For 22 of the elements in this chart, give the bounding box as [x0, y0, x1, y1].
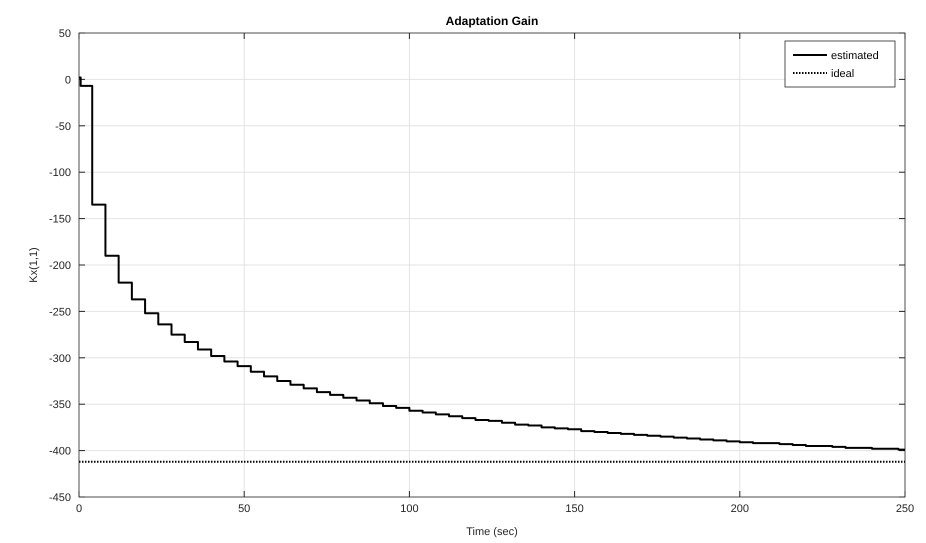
y-tick-label: 50 [58, 28, 71, 40]
y-tick-label: -300 [48, 352, 71, 365]
x-tick-label: 50 [238, 503, 250, 515]
y-tick-label: -450 [48, 492, 71, 504]
x-tick-label: 200 [730, 503, 749, 515]
y-tick-label: -50 [55, 120, 71, 133]
y-axis-title: Kx(1,1) [28, 247, 40, 283]
legend-label: ideal [831, 68, 854, 80]
chart-title: Adaptation Gain [446, 14, 538, 28]
x-axis-title: Time (sec) [466, 526, 518, 538]
x-tick-label: 150 [565, 503, 584, 515]
y-tick-label: -250 [48, 306, 71, 318]
x-tick-label: 250 [896, 503, 914, 515]
x-tick-label: 0 [76, 503, 82, 515]
x-tick-label: 100 [400, 503, 419, 515]
y-tick-label: -400 [48, 446, 71, 458]
legend-label: estimated [831, 50, 879, 62]
y-tick-label: -150 [48, 214, 71, 226]
y-tick-label: -200 [48, 260, 71, 272]
y-tick-label: -350 [48, 399, 71, 412]
y-tick-label: -100 [48, 167, 71, 180]
y-tick-label: 0 [64, 74, 71, 86]
